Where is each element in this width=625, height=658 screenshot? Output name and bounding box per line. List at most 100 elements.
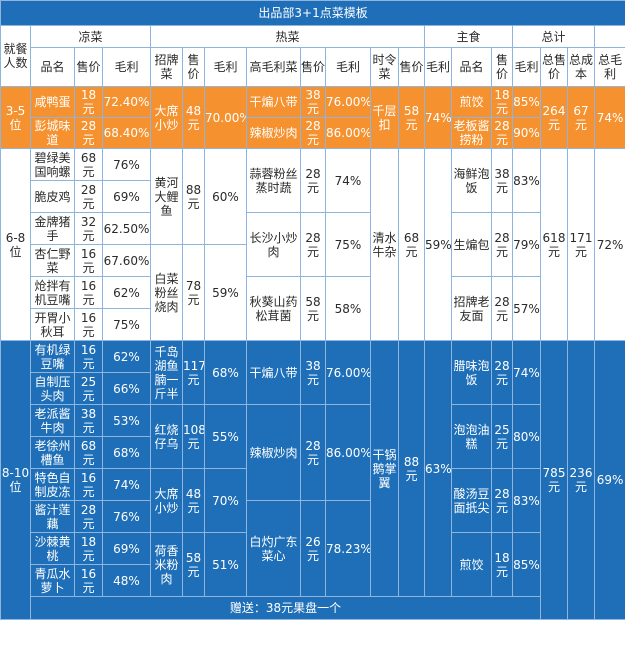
gift-note: 赠送：38元果盘一个 [30, 596, 541, 620]
table-row: 脆皮鸡 28元 69% [1, 180, 625, 213]
cold-margin: 67.60% [102, 244, 151, 277]
cold-price: 16元 [74, 276, 103, 309]
signature-price: 78元 [182, 244, 205, 341]
high-margin: 86.00% [325, 117, 371, 149]
high-name: 长沙小炒肉 [246, 212, 301, 277]
signature-name: 千岛湖鱼腩一斤半 [150, 340, 183, 405]
staple-price: 28元 [491, 468, 513, 533]
signature-name: 大席小炒 [150, 468, 183, 533]
cold-name: 碧绿美国响螺 [30, 148, 75, 181]
cold-name: 金牌猪手 [30, 212, 75, 245]
col-header: 毛利 [102, 47, 151, 87]
staple-price: 38元 [491, 148, 513, 213]
high-name: 蒜蓉粉丝蒸时蔬 [246, 148, 301, 213]
cold-margin: 74% [102, 468, 151, 501]
cold-price: 38元 [74, 404, 103, 437]
signature-price: 88元 [182, 148, 205, 245]
seasonal-name: 干锅鹅掌翼 [370, 340, 399, 597]
total-price: 785元 [540, 340, 568, 620]
table-row: 金牌猪手 32元 62.50% 长沙小炒肉 28元 75% 生煸包 28元 79… [1, 212, 625, 277]
staple-margin: 85% [512, 86, 541, 118]
staple-name: 海鲜泡饭 [451, 148, 492, 213]
menu-template-table: 出品部3+1点菜模板 就餐人数 凉菜 热菜 主食 总计 品名 售价 毛利 招牌菜… [0, 0, 625, 620]
cold-margin: 53% [102, 404, 151, 437]
signature-margin: 70% [204, 468, 247, 533]
cold-margin: 62.50% [102, 212, 151, 245]
cold-margin: 62% [102, 276, 151, 309]
cold-price: 68元 [74, 148, 103, 181]
staple-name: 煎饺 [451, 532, 492, 597]
signature-name: 红烧仔乌 [150, 404, 183, 469]
cold-name: 青瓜水萝卜 [30, 564, 75, 597]
gift-row: 赠送：38元果盘一个 [1, 596, 625, 620]
col-header: 总毛利 [593, 47, 625, 87]
high-name: 秋葵山药松茸菌 [246, 276, 301, 341]
guests-label: 8-10位 [0, 340, 31, 620]
staple-name: 招牌老友面 [451, 276, 492, 341]
cold-name: 老徐州槽鱼 [30, 436, 75, 469]
cold-name: 酱汁莲藕 [30, 500, 75, 533]
cold-margin: 68% [102, 436, 151, 469]
staple-price: 28元 [491, 117, 513, 149]
staple-price: 28元 [491, 276, 513, 341]
high-price: 26元 [300, 500, 326, 597]
col-header: 售价 [300, 47, 326, 87]
total-cost: 171元 [567, 148, 595, 341]
col-header: 售价 [74, 47, 103, 87]
staple-name: 腊味泡饭 [451, 340, 492, 405]
col-header: 售价 [182, 47, 205, 87]
staple-name: 泡泡油糕 [451, 404, 492, 469]
staple-margin: 83% [512, 468, 541, 533]
cold-price: 18元 [74, 532, 103, 565]
seasonal-name: 千层扣 [370, 86, 399, 149]
seasonal-price: 58元 [398, 86, 425, 149]
total-cost: 67元 [567, 86, 595, 149]
signature-margin: 68% [204, 340, 247, 405]
high-price: 38元 [300, 86, 326, 118]
cold-margin: 66% [102, 372, 151, 405]
cold-margin: 69% [102, 180, 151, 213]
table-row: 6-8位 碧绿美国响螺 68元 76% 黄河大鲤鱼 88元 60% 蒜蓉粉丝蒸时… [0, 148, 625, 341]
cold-price: 16元 [74, 468, 103, 501]
header-guests: 就餐人数 [0, 25, 31, 87]
col-header: 品名 [30, 47, 75, 87]
table-title: 出品部3+1点菜模板 [0, 0, 625, 26]
cold-price: 28元 [74, 117, 103, 149]
high-name: 干煸八带 [246, 340, 301, 405]
staple-margin: 57% [512, 276, 541, 341]
high-name: 白灼广东菜心 [246, 500, 301, 597]
staple-name: 酸汤豆面扺尖 [451, 468, 492, 533]
cold-margin: 76% [102, 500, 151, 533]
cold-margin: 72.40% [102, 86, 151, 118]
cold-price: 32元 [74, 212, 103, 245]
cold-price: 16元 [74, 340, 103, 373]
signature-name: 黄河大鲤鱼 [150, 148, 183, 245]
staple-name: 老板酱捞粉 [451, 117, 492, 149]
cold-price: 68元 [74, 436, 103, 469]
total-cost: 236元 [567, 340, 595, 620]
staple-margin: 74% [512, 340, 541, 405]
cold-name: 有机绿豆嘴 [30, 340, 75, 373]
cold-name: 脆皮鸡 [30, 180, 75, 213]
table-row: 特色自制皮冻 16元 74% 大席小炒 48元 70% 酸汤豆面扺尖 28元 8… [1, 468, 625, 533]
table-row: 老徐州槽鱼 68元 68% [1, 436, 625, 469]
seasonal-margin: 74% [424, 86, 452, 149]
cold-price: 16元 [74, 308, 103, 341]
cold-price: 28元 [74, 180, 103, 213]
high-price: 28元 [300, 117, 326, 149]
col-header: 总售价 [540, 47, 568, 87]
table-row: 开胃小秋耳 16元 75% [1, 308, 625, 341]
cold-margin: 69% [102, 532, 151, 565]
table-row: 炝拌有机豆嘴 16元 62% 秋葵山药松茸菌 58元 58% 招牌老友面 28元… [1, 276, 625, 341]
seasonal-price: 88元 [398, 340, 425, 597]
seasonal-margin: 63% [424, 340, 452, 597]
cold-name: 特色自制皮冻 [30, 468, 75, 501]
header-staple: 主食 [424, 25, 513, 48]
signature-price: 117元 [182, 340, 205, 405]
signature-price: 58元 [182, 532, 205, 597]
cold-price: 16元 [74, 564, 103, 597]
cold-price: 25元 [74, 372, 103, 405]
col-header: 招牌菜 [150, 47, 183, 87]
high-price: 28元 [300, 148, 326, 213]
cold-price: 18元 [74, 86, 103, 118]
